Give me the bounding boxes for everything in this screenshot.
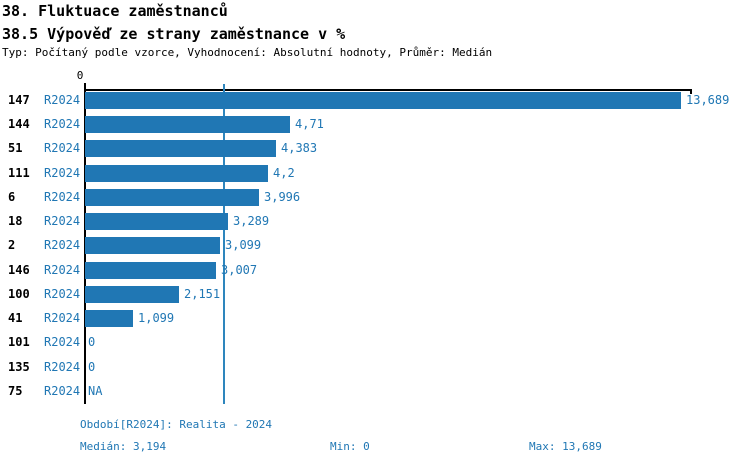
row-period-label: R2024 <box>44 238 81 253</box>
row-id-label: 100 <box>8 286 30 301</box>
bar <box>85 237 220 255</box>
row-period-label: R2024 <box>44 141 81 156</box>
chart-row: 41 R2024 1,099 <box>0 310 750 328</box>
row-id-label: 6 <box>8 189 16 204</box>
row-id-label: 51 <box>8 141 23 156</box>
row-period-label: R2024 <box>44 286 81 301</box>
value-label: 2,151 <box>184 286 221 301</box>
bar <box>85 188 259 206</box>
row-period-label: R2024 <box>44 359 81 374</box>
chart-row: 6 R2024 3,996 <box>0 188 750 206</box>
page-title: 38. Fluktuace zaměstnanců <box>2 2 228 20</box>
row-period-label: R2024 <box>44 165 81 180</box>
value-label: 1,099 <box>138 311 175 326</box>
row-id-label: 2 <box>8 238 16 253</box>
x-axis-tick-label-zero: 0 <box>76 69 84 82</box>
chart-row: 75 R2024 NA <box>0 383 750 400</box>
value-label: 13,689 <box>686 93 730 107</box>
chart-row: 147 R2024 13,689 <box>0 92 750 109</box>
row-period-label: R2024 <box>44 311 81 326</box>
x-axis-line <box>84 89 692 91</box>
chart-row: 144 R2024 4,71 <box>0 116 750 134</box>
chart-row: 146 R2024 3,007 <box>0 261 750 279</box>
bar <box>85 310 133 328</box>
median-reference-line <box>223 84 225 404</box>
bar <box>85 140 276 158</box>
chart-row: 51 R2024 4,383 <box>0 140 750 158</box>
row-id-label: 135 <box>8 359 30 374</box>
value-label: 3,007 <box>221 262 258 277</box>
row-period-label: R2024 <box>44 262 81 277</box>
row-id-label: 111 <box>8 165 30 180</box>
value-label: 3,996 <box>264 189 301 204</box>
footer-median-stat: Medián: 3,194 <box>80 440 167 453</box>
row-period-label: R2024 <box>44 383 81 398</box>
footer-min-stat: Min: 0 <box>330 440 370 453</box>
chart-row: 135 R2024 0 <box>0 359 750 376</box>
chart-row: 2 R2024 3,099 <box>0 237 750 255</box>
value-label: 3,289 <box>233 214 270 229</box>
bar <box>85 116 290 134</box>
row-id-label: 144 <box>8 117 30 132</box>
row-period-label: R2024 <box>44 189 81 204</box>
value-label: 3,099 <box>225 238 262 253</box>
row-period-label: R2024 <box>44 93 81 107</box>
chart-subtitle: 38.5 Výpověď ze strany zaměstnance v % <box>2 25 346 43</box>
value-label: 4,383 <box>281 141 318 156</box>
x-axis-zero-tick <box>84 83 86 89</box>
row-id-label: 18 <box>8 214 23 229</box>
value-label: 0 <box>88 335 96 350</box>
footer-max-stat: Max: 13,689 <box>529 440 602 453</box>
chart-row: 100 R2024 2,151 <box>0 285 750 303</box>
value-label: 4,71 <box>295 117 324 132</box>
row-id-label: 146 <box>8 262 30 277</box>
x-axis-end-tick <box>690 89 692 94</box>
bar <box>85 164 268 182</box>
row-period-label: R2024 <box>44 214 81 229</box>
bar <box>85 261 216 279</box>
bar <box>85 213 228 231</box>
row-period-label: R2024 <box>44 117 81 132</box>
row-id-label: 41 <box>8 311 23 326</box>
chart-meta-line: Typ: Počítaný podle vzorce, Vyhodnocení:… <box>2 46 493 59</box>
value-label: 0 <box>88 359 96 374</box>
row-id-label: 147 <box>8 93 30 107</box>
footer-period-info: Období[R2024]: Realita - 2024 <box>80 418 273 431</box>
row-id-label: 75 <box>8 383 23 398</box>
row-period-label: R2024 <box>44 335 81 350</box>
chart-row: 101 R2024 0 <box>0 334 750 351</box>
bar <box>85 285 179 303</box>
chart-row: 18 R2024 3,289 <box>0 213 750 231</box>
bar <box>85 92 681 109</box>
value-label: NA <box>88 383 103 398</box>
row-id-label: 101 <box>8 335 30 350</box>
chart-row: 111 R2024 4,2 <box>0 164 750 182</box>
value-label: 4,2 <box>273 165 295 180</box>
